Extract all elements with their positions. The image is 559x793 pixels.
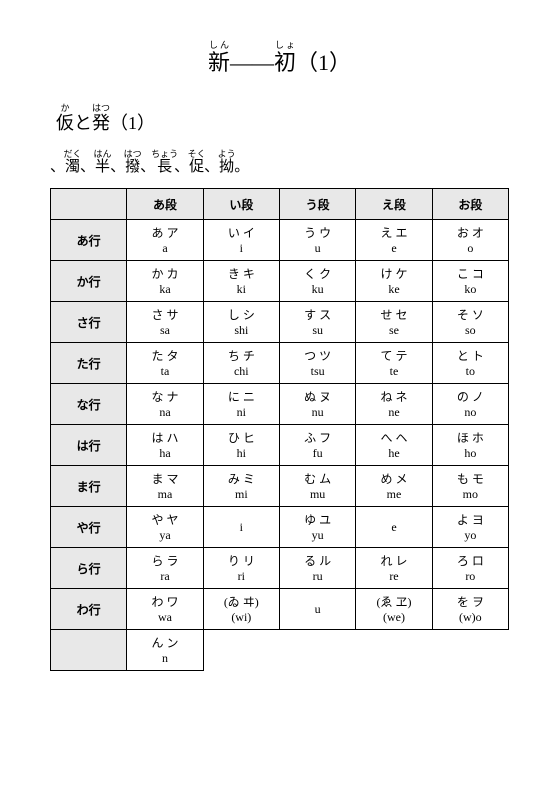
kana-cell: ぬ ヌnu	[279, 384, 355, 425]
kana-cell: か カka	[127, 261, 203, 302]
kana-cell: i	[203, 507, 279, 548]
kana-cell: れ レre	[356, 548, 432, 589]
kana-cell: み ミmi	[203, 466, 279, 507]
kana-cell: き キki	[203, 261, 279, 302]
kana-cell: u	[279, 589, 355, 630]
table-row: あ行あ アaい イiう ウuえ エeお オo	[51, 220, 509, 261]
table-row: ん ンn	[51, 630, 509, 671]
kana-cell: な ナna	[127, 384, 203, 425]
kana-cell: う ウu	[279, 220, 355, 261]
kana-cell: に ニni	[203, 384, 279, 425]
kana-cell: せ セse	[356, 302, 432, 343]
row-header: か行	[51, 261, 127, 302]
col-header: え段	[356, 189, 432, 220]
kana-cell: ね ネne	[356, 384, 432, 425]
notes-line: 、濁だく、半はん、撥はつ、長ちょう、促そく、拗よう。	[50, 149, 509, 176]
kana-cell: あ アa	[127, 220, 203, 261]
row-header: な行	[51, 384, 127, 425]
kana-cell: e	[356, 507, 432, 548]
kana-cell: ひ ヒhi	[203, 425, 279, 466]
kana-cell: る ルru	[279, 548, 355, 589]
table-row: ま行ま マmaみ ミmiむ ムmuめ メmeも モmo	[51, 466, 509, 507]
kana-cell: め メme	[356, 466, 432, 507]
empty-cell	[203, 630, 279, 671]
kana-cell: そ ソso	[432, 302, 508, 343]
kana-cell: ら ラra	[127, 548, 203, 589]
empty-cell	[356, 630, 432, 671]
table-row: か行か カkaき キkiく クkuけ ケkeこ コko	[51, 261, 509, 302]
kana-cell: は ハha	[127, 425, 203, 466]
kana-cell: す スsu	[279, 302, 355, 343]
kana-cell: い イi	[203, 220, 279, 261]
kana-cell: り リri	[203, 548, 279, 589]
table-row: さ行さ サsaし シshiす スsuせ セseそ ソso	[51, 302, 509, 343]
empty-cell	[279, 630, 355, 671]
table-row: ら行ら ラraり リriる ルruれ レreろ ロro	[51, 548, 509, 589]
col-header: お段	[432, 189, 508, 220]
table-row: わ行わ ワwa(ゐ ヰ)(wi)u(ゑ ヱ)(we)を ヲ(w)o	[51, 589, 509, 630]
row-header: あ行	[51, 220, 127, 261]
gojuon-table: あ段い段う段え段お段 あ行あ アaい イiう ウuえ エeお オoか行か カka…	[50, 188, 509, 671]
col-header: う段	[279, 189, 355, 220]
kana-cell: と トto	[432, 343, 508, 384]
row-header: ま行	[51, 466, 127, 507]
row-header: や行	[51, 507, 127, 548]
kana-cell: ふ フfu	[279, 425, 355, 466]
col-header: あ段	[127, 189, 203, 220]
kana-cell: て テte	[356, 343, 432, 384]
kana-cell: つ ツtsu	[279, 343, 355, 384]
kana-cell: (ゑ ヱ)(we)	[356, 589, 432, 630]
kana-cell: ん ンn	[127, 630, 203, 671]
table-row: な行な ナnaに ニniぬ ヌnuね ネneの ノno	[51, 384, 509, 425]
table-row: た行た タtaち チchiつ ツtsuて テteと トto	[51, 343, 509, 384]
kana-cell: の ノno	[432, 384, 508, 425]
kana-cell: (ゐ ヰ)(wi)	[203, 589, 279, 630]
corner-cell	[51, 189, 127, 220]
subtitle: 仮かと発はつ（1）	[56, 103, 509, 135]
kana-cell: を ヲ(w)o	[432, 589, 508, 630]
kana-cell: さ サsa	[127, 302, 203, 343]
empty-cell	[432, 630, 508, 671]
row-header: ら行	[51, 548, 127, 589]
kana-cell: よ ヨyo	[432, 507, 508, 548]
kana-cell: や ヤya	[127, 507, 203, 548]
kana-cell: え エe	[356, 220, 432, 261]
kana-cell: く クku	[279, 261, 355, 302]
kana-cell: け ケke	[356, 261, 432, 302]
kana-cell: へ ヘhe	[356, 425, 432, 466]
kana-cell: む ムmu	[279, 466, 355, 507]
kana-cell: ほ ホho	[432, 425, 508, 466]
kana-cell: し シshi	[203, 302, 279, 343]
kana-cell: お オo	[432, 220, 508, 261]
row-header	[51, 630, 127, 671]
kana-cell: た タta	[127, 343, 203, 384]
kana-cell: ち チchi	[203, 343, 279, 384]
row-header: は行	[51, 425, 127, 466]
kana-cell: ゆ ユyu	[279, 507, 355, 548]
col-header: い段	[203, 189, 279, 220]
table-row: は行は ハhaひ ヒhiふ フfuへ ヘheほ ホho	[51, 425, 509, 466]
kana-cell: わ ワwa	[127, 589, 203, 630]
row-header: わ行	[51, 589, 127, 630]
row-header: た行	[51, 343, 127, 384]
row-header: さ行	[51, 302, 127, 343]
kana-cell: ま マma	[127, 466, 203, 507]
table-row: や行や ヤyaiゆ ユyueよ ヨyo	[51, 507, 509, 548]
page-title: 新しん——初しょ（1）	[50, 40, 509, 77]
kana-cell: も モmo	[432, 466, 508, 507]
kana-cell: こ コko	[432, 261, 508, 302]
kana-cell: ろ ロro	[432, 548, 508, 589]
